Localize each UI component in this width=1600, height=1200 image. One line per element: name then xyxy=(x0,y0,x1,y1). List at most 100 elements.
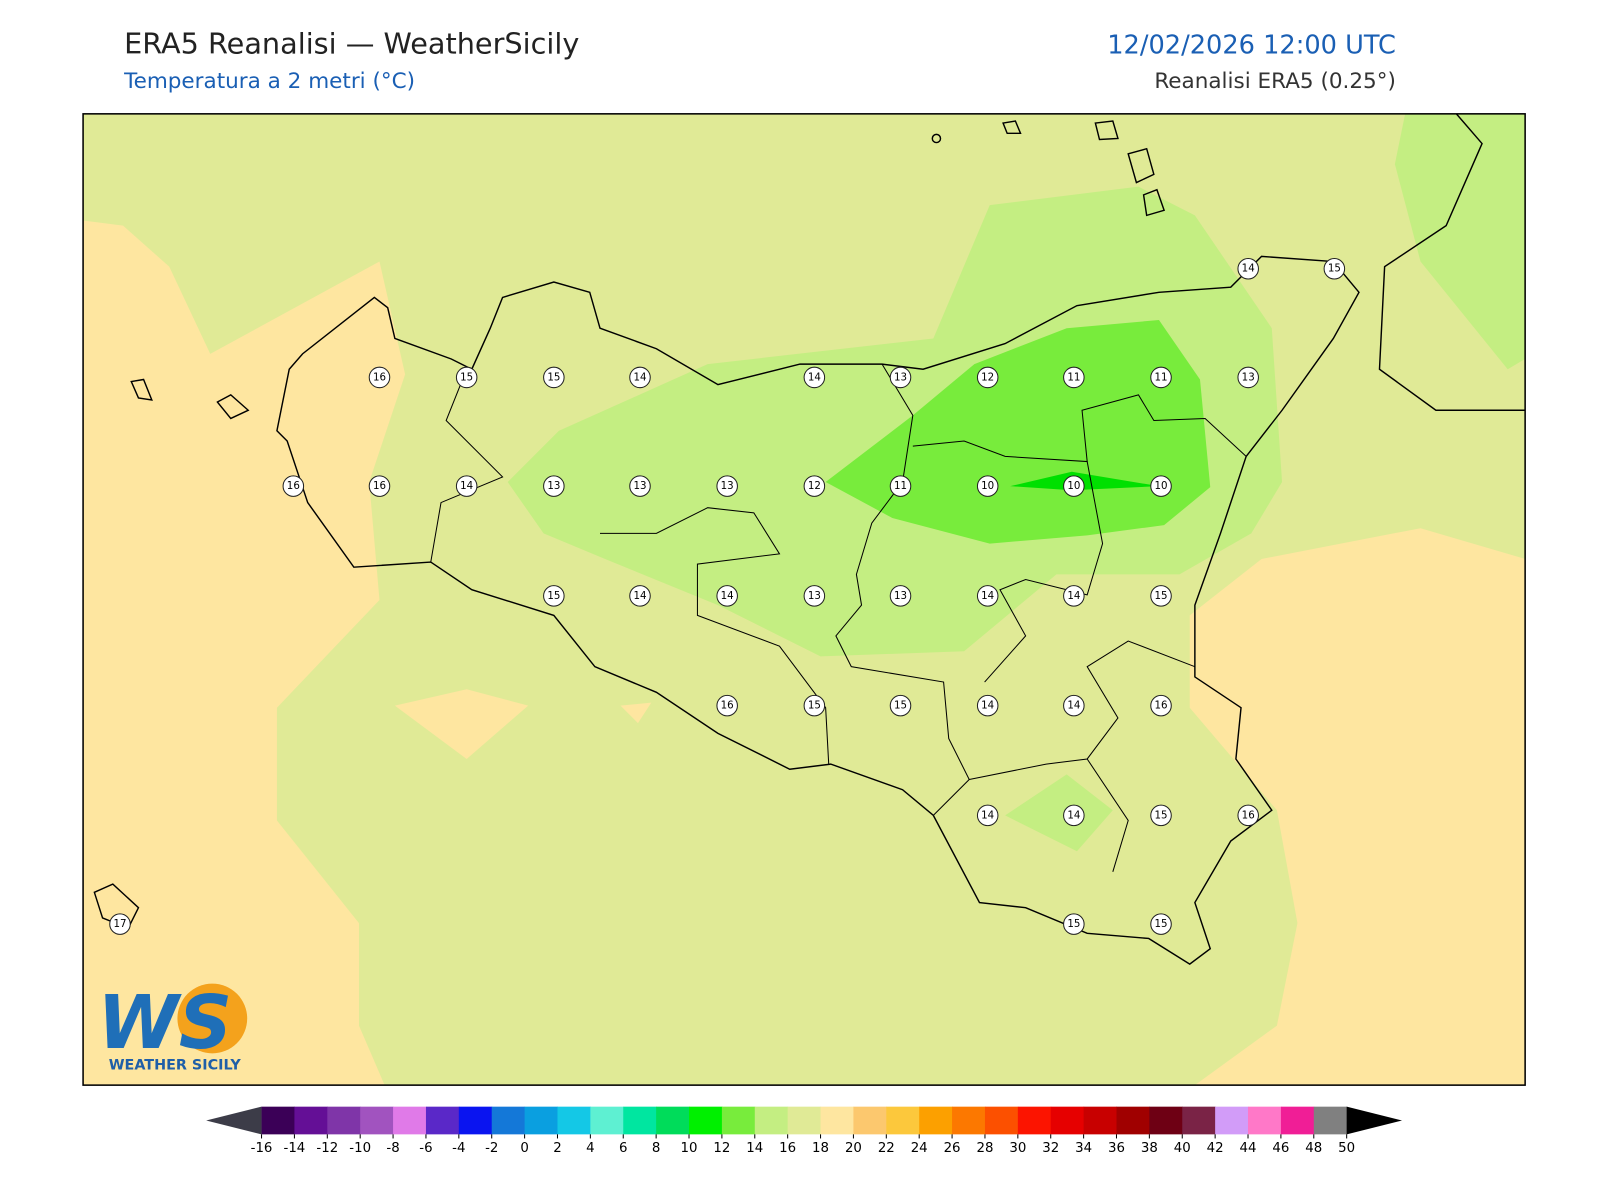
colorbar-tick-label: 50 xyxy=(1338,1141,1355,1156)
station-value: 14 xyxy=(981,590,994,602)
station-marker xyxy=(889,585,912,607)
colorbar-tick-label: 0 xyxy=(520,1141,528,1156)
colorbar-swatch xyxy=(491,1106,526,1135)
station-marker xyxy=(629,475,651,497)
colorbar-swatch xyxy=(261,1106,295,1135)
island xyxy=(1002,120,1022,135)
colorbar-swatch xyxy=(360,1106,394,1135)
station-marker xyxy=(889,475,912,497)
colorbar-tick-label: 44 xyxy=(1240,1141,1257,1156)
map-frame xyxy=(82,113,1526,1086)
station-marker xyxy=(543,366,565,389)
colorbar-under xyxy=(206,1106,262,1135)
station-marker xyxy=(716,694,738,717)
colorbar-over xyxy=(1346,1106,1403,1135)
station-marker xyxy=(716,475,738,497)
station-marker xyxy=(976,585,999,607)
colorbar-swatch xyxy=(1050,1106,1085,1135)
colorbar-tick-label: 24 xyxy=(911,1141,928,1156)
station-value: 15 xyxy=(808,700,821,712)
colorbar-swatch xyxy=(754,1106,789,1135)
field-cold-core xyxy=(1010,471,1159,491)
island xyxy=(1142,188,1166,217)
border xyxy=(984,461,1104,683)
colorbar-swatch xyxy=(656,1106,690,1135)
station-marker xyxy=(803,475,826,497)
station-marker xyxy=(803,585,826,607)
logo-mark: WS xyxy=(97,980,232,1066)
station-marker xyxy=(543,475,565,497)
station-marker xyxy=(455,366,478,389)
field-warm-patch xyxy=(394,689,529,759)
station-marker xyxy=(1063,694,1085,717)
station-value: 15 xyxy=(1155,809,1168,821)
colorbar-tick-label: -12 xyxy=(316,1141,338,1156)
colorbar-swatch xyxy=(1313,1106,1348,1135)
station-marker xyxy=(1323,257,1346,280)
field-warm-west xyxy=(83,220,406,1086)
sicily-coast xyxy=(276,255,1360,965)
field-warm-east xyxy=(1189,528,1526,1086)
station-value: 12 xyxy=(808,480,821,492)
colorbar-tick-label: -2 xyxy=(485,1141,498,1156)
colorbar-swatch xyxy=(1116,1106,1150,1135)
station-value: 15 xyxy=(1067,918,1080,930)
station-marker xyxy=(1063,366,1085,389)
station-value: 13 xyxy=(894,371,907,383)
station-value: 10 xyxy=(1067,480,1080,492)
colorbar-tick-label: 4 xyxy=(586,1141,594,1156)
colorbar-swatch xyxy=(1182,1106,1216,1135)
border xyxy=(600,507,830,765)
station-marker xyxy=(803,694,826,717)
station-value: 16 xyxy=(1242,809,1255,821)
station-marker xyxy=(976,475,999,497)
field-cool-calabria xyxy=(1394,113,1526,370)
colorbar-tick-label: 38 xyxy=(1141,1141,1158,1156)
station-value: 14 xyxy=(1067,590,1080,602)
colorbar-tick-label: -6 xyxy=(419,1141,432,1156)
colorbar-tick-label: 28 xyxy=(976,1141,993,1156)
colorbar-swatch xyxy=(1215,1106,1249,1135)
station-value: 15 xyxy=(1155,590,1168,602)
station-value: 13 xyxy=(547,480,560,492)
subtitle: Temperatura a 2 metri (°C) xyxy=(123,69,415,94)
temperature-field xyxy=(83,113,1526,1086)
station-value: 14 xyxy=(808,371,821,383)
colorbar-tick-label: -8 xyxy=(386,1141,399,1156)
source: Reanalisi ERA5 (0.25°) xyxy=(1154,69,1396,94)
colorbar-swatch xyxy=(623,1106,657,1135)
colorbar-swatch xyxy=(1017,1106,1052,1135)
colorbar-tick-label: 20 xyxy=(845,1141,862,1156)
colorbar-swatch xyxy=(1248,1106,1282,1135)
station-marker xyxy=(1063,804,1085,827)
border xyxy=(1086,758,1129,872)
colorbar-swatch xyxy=(787,1106,822,1135)
colorbar-swatch xyxy=(1149,1106,1183,1135)
colorbar-swatch xyxy=(458,1106,493,1135)
station-value: 14 xyxy=(1242,263,1255,275)
station-value: 14 xyxy=(981,700,994,712)
datetime: 12/02/2026 12:00 UTC xyxy=(1107,30,1396,60)
station-marker xyxy=(716,585,738,607)
station-value: 15 xyxy=(1328,263,1341,275)
colorbar-swatch xyxy=(886,1106,920,1135)
colorbar-tick-label: -10 xyxy=(349,1141,371,1156)
island xyxy=(216,394,250,420)
station-value: 12 xyxy=(981,371,994,383)
station-marker xyxy=(1150,694,1172,717)
station-value: 15 xyxy=(547,371,560,383)
colorbar-tick-label: 22 xyxy=(878,1141,895,1156)
station-value: 16 xyxy=(1155,700,1168,712)
station-marker xyxy=(1150,804,1172,827)
border xyxy=(912,394,1247,463)
station-value: 14 xyxy=(633,371,646,383)
station-value: 14 xyxy=(633,590,646,602)
station-value: 15 xyxy=(1155,918,1168,930)
colorbar-tick-label: 10 xyxy=(681,1141,698,1156)
colorbar-tick-label: 42 xyxy=(1207,1141,1224,1156)
colorbar-swatch xyxy=(952,1106,986,1135)
colorbar-tick-label: 26 xyxy=(944,1141,961,1156)
colorbar-swatch xyxy=(590,1106,624,1135)
